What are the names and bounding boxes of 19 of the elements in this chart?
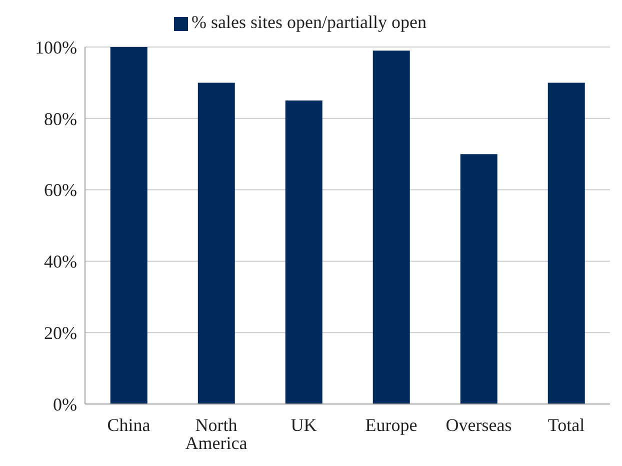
- y-tick-label: 80%: [44, 108, 77, 129]
- bar: [548, 82, 585, 404]
- y-tick-label: 0%: [53, 394, 77, 414]
- bar: [460, 154, 498, 404]
- x-tick-label: China: [107, 414, 150, 435]
- x-tick-label: Europe: [365, 414, 418, 435]
- x-tick-label: UK: [290, 414, 317, 435]
- bar: [372, 50, 410, 404]
- y-tick-label: 20%: [44, 322, 77, 343]
- bar: [285, 100, 322, 404]
- y-tick-label: 60%: [44, 180, 77, 200]
- x-tick-label: Overseas: [446, 414, 512, 435]
- x-tick-label: North America: [185, 414, 248, 453]
- bar: [198, 82, 235, 404]
- legend-label: % sales sites open/partially open: [192, 12, 426, 32]
- bar: [110, 47, 148, 404]
- y-tick-label: 100%: [35, 37, 77, 58]
- y-tick-label: 40%: [44, 252, 77, 272]
- x-tick-label: Total: [548, 414, 585, 435]
